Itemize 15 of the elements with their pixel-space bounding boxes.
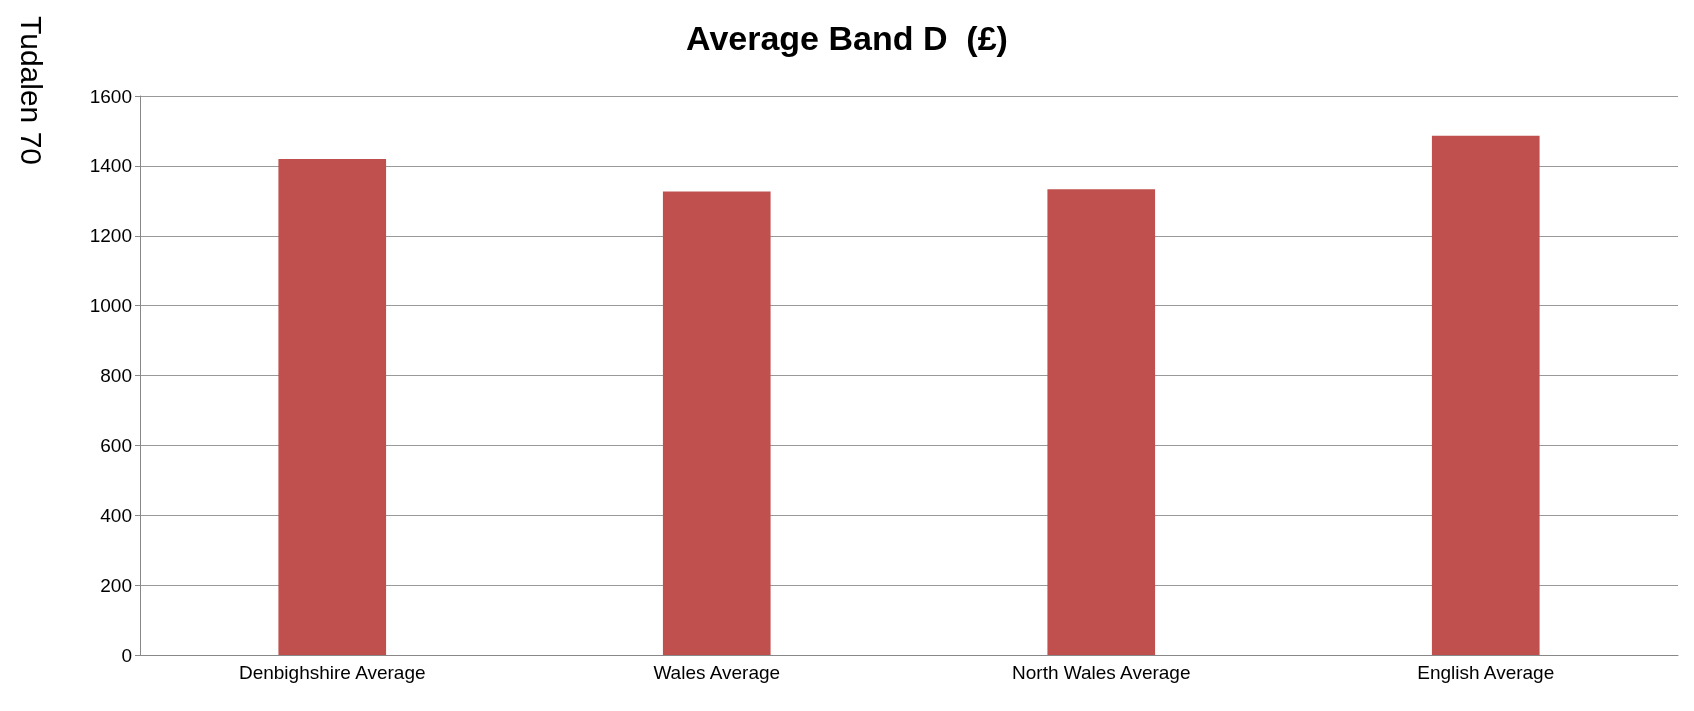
text: Tudalen 70 (14, 16, 48, 166)
y-tick-label: 1600 (89, 85, 132, 107)
y-tick-label: 0 (121, 644, 132, 666)
x-tick-label: Wales Average (653, 662, 781, 683)
x-tick-label: English Average (1417, 662, 1555, 683)
y-tick-label: 600 (100, 434, 132, 456)
y-tick-label: 200 (100, 574, 132, 596)
x-tick-label: North Wales Average (1012, 662, 1191, 683)
y-tick-label: 400 (100, 504, 132, 526)
y-tick-label: 800 (100, 365, 132, 386)
y-tick-label: 1200 (89, 225, 132, 247)
y-tick-label: 1400 (89, 155, 132, 177)
chart-title: Average Band D (£) (686, 19, 1008, 57)
y-tick-label: 1000 (89, 295, 132, 317)
x-tick-label: Denbighshire Average (238, 662, 426, 683)
